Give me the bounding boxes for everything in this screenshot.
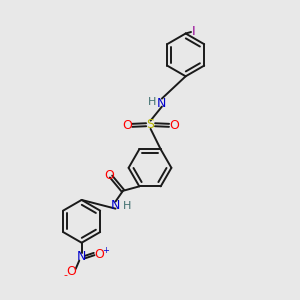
Text: H: H — [123, 201, 131, 211]
Text: O: O — [105, 169, 115, 182]
Text: O: O — [169, 119, 179, 132]
Text: N: N — [77, 250, 86, 263]
Text: O: O — [122, 119, 132, 132]
Text: N: N — [111, 199, 120, 212]
Text: +: + — [102, 246, 109, 255]
Text: O: O — [66, 266, 76, 278]
Text: O: O — [94, 248, 104, 260]
Text: -: - — [63, 270, 67, 280]
Text: S: S — [147, 118, 154, 131]
Text: I: I — [191, 25, 195, 38]
Text: N: N — [157, 97, 167, 110]
Text: H: H — [148, 97, 157, 107]
